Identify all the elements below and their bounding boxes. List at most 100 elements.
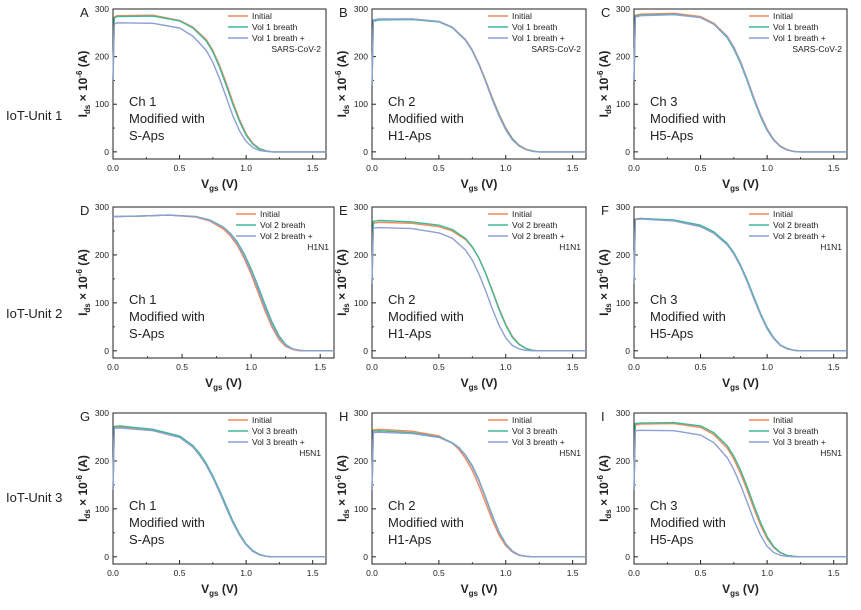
legend-initial: Initial (773, 209, 793, 219)
aptamer-label: H5-Aps (650, 128, 694, 143)
x-tick-label: 1.0 (245, 362, 257, 372)
x-tick-label: 1.5 (314, 362, 326, 372)
x-tick-label: 0.0 (107, 568, 119, 578)
y-tick-label: 300 (354, 202, 368, 212)
legend-breath-virus: Vol 1 breath + (512, 33, 565, 43)
legend-breath: Vol 1 breath (252, 22, 298, 32)
modified-label: Modified with (650, 309, 726, 324)
channel-label: Ch 1 (129, 498, 156, 513)
channel-label: Ch 3 (650, 94, 677, 109)
row-label-unit-2: IoT-Unit 2 (6, 306, 63, 321)
aptamer-label: H1-Aps (388, 532, 432, 547)
x-axis-label: Vgs (V) (722, 582, 759, 598)
y-axis-label: Ids × 10-6 (A) (75, 455, 92, 522)
x-axis-label: Vgs (V) (205, 376, 242, 392)
y-tick-label: 200 (616, 250, 630, 260)
y-tick-label: 100 (95, 99, 109, 109)
x-tick-label: 0.0 (107, 163, 119, 173)
channel-label: Ch 2 (388, 498, 415, 513)
y-tick-label: 100 (95, 298, 109, 308)
panel-a: 0.0 0.5 1.0 1.5 0 100 200 300 Vgs (V) Ids × 10-6 … (75, 4, 327, 193)
y-axis-label: Ids × 10-6 (A) (75, 249, 92, 316)
x-tick-label: 0.0 (107, 362, 119, 372)
y-axis-label: Ids × 10-6 (A) (334, 455, 351, 522)
y-tick-label: 300 (354, 408, 368, 418)
y-tick-label: 0 (363, 552, 368, 562)
legend-virus-name: H5N1 (820, 448, 842, 458)
y-tick-label: 100 (95, 504, 109, 514)
x-tick-label: 1.5 (828, 163, 840, 173)
x-tick-label: 0.5 (695, 568, 707, 578)
x-tick-label: 1.5 (828, 568, 840, 578)
legend-breath: Vol 3 breath (773, 426, 819, 436)
panel-e: 0.0 0.5 1.0 1.5 0 100 200 300 Vgs (V) Ids × 10-6 … (334, 202, 587, 392)
channel-label: Ch 2 (388, 94, 415, 109)
x-tick-label: 1.0 (500, 568, 512, 578)
y-tick-label: 200 (354, 250, 368, 260)
y-tick-label: 200 (354, 52, 368, 62)
aptamer-label: S-Aps (129, 326, 165, 341)
x-tick-label: 1.5 (567, 163, 579, 173)
legend-initial: Initial (512, 11, 532, 21)
y-tick-label: 100 (354, 504, 368, 514)
x-tick-label: 0.0 (628, 362, 640, 372)
series-line-virus (371, 18, 586, 153)
channel-label: Ch 1 (129, 292, 156, 307)
x-tick-label: 0.5 (174, 163, 186, 173)
x-tick-label: 0.0 (366, 362, 378, 372)
x-tick-label: 1.0 (500, 163, 512, 173)
x-tick-label: 0.0 (628, 568, 640, 578)
panel-g: 0.0 0.5 1.0 1.5 0 100 200 300 Vgs (V) Ids × 10-6 … (75, 408, 327, 598)
x-tick-label: 1.5 (567, 362, 579, 372)
series-line-virus (633, 429, 847, 558)
x-tick-label: 1.0 (500, 362, 512, 372)
legend-initial: Initial (252, 415, 272, 425)
legend-virus-name: SARS-CoV-2 (531, 44, 581, 54)
series-line-virus (633, 218, 847, 352)
legend-breath: Vol 3 breath (512, 426, 558, 436)
legend-breath: Vol 2 breath (773, 220, 819, 230)
aptamer-label: S-Aps (129, 128, 165, 143)
y-tick-label: 0 (104, 346, 109, 356)
x-tick-label: 1.0 (240, 163, 252, 173)
y-axis-label: Ids × 10-6 (A) (334, 249, 351, 316)
aptamer-label: H1-Aps (388, 128, 432, 143)
y-axis-label: Ids × 10-6 (A) (75, 51, 92, 118)
aptamer-label: S-Aps (129, 532, 165, 547)
y-tick-label: 200 (95, 52, 109, 62)
plot-frame (112, 206, 335, 359)
series-line-virus (112, 214, 334, 352)
modified-label: Modified with (129, 309, 205, 324)
panel-letter: H (339, 409, 348, 424)
x-tick-label: 0.0 (366, 163, 378, 173)
legend-breath-virus: Vol 3 breath + (512, 437, 565, 447)
x-axis-label: Vgs (V) (461, 376, 498, 392)
legend-initial: Initial (773, 415, 793, 425)
y-tick-label: 300 (95, 202, 109, 212)
modified-label: Modified with (388, 515, 464, 530)
x-tick-label: 0.0 (628, 163, 640, 173)
series-line-breath (633, 421, 847, 558)
y-tick-label: 300 (616, 408, 630, 418)
plot-frame (112, 8, 327, 160)
legend-breath: Vol 1 breath (773, 22, 819, 32)
legend-virus-name: H1N1 (559, 242, 581, 252)
y-tick-label: 0 (625, 346, 630, 356)
channel-label: Ch 2 (388, 292, 415, 307)
x-axis-label: Vgs (V) (461, 582, 498, 598)
channel-label: Ch 1 (129, 94, 156, 109)
x-tick-label: 1.5 (307, 568, 319, 578)
y-axis-label: Ids × 10-6 (A) (596, 455, 613, 522)
y-tick-label: 200 (354, 456, 368, 466)
row-label-unit-1: IoT-Unit 1 (6, 108, 63, 123)
x-tick-label: 0.5 (695, 163, 707, 173)
y-tick-label: 300 (616, 4, 630, 14)
x-axis-label: Vgs (V) (461, 177, 498, 193)
x-axis-label: Vgs (V) (722, 177, 759, 193)
legend-breath: Vol 2 breath (512, 220, 558, 230)
legend-breath-virus: Vol 2 breath + (260, 231, 313, 241)
x-axis-label: Vgs (V) (201, 582, 238, 598)
panel-letter: E (339, 203, 348, 218)
panel-letter: B (339, 5, 348, 20)
